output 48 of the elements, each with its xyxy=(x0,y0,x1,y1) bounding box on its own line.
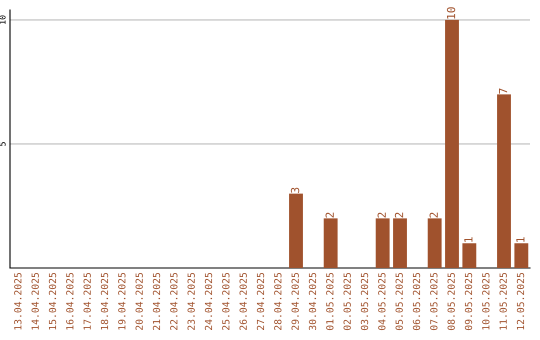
x-tick-label: 23.04.2025 xyxy=(187,272,195,330)
data-label: 2 xyxy=(430,212,438,218)
x-tick-label: 16.04.2025 xyxy=(66,272,74,330)
x-tick-label: 03.05.2025 xyxy=(360,272,368,330)
bar xyxy=(376,218,390,268)
x-tick-label: 28.04.2025 xyxy=(274,272,282,330)
data-label: 2 xyxy=(378,212,386,218)
x-tick-label: 05.05.2025 xyxy=(395,272,403,330)
x-tick-label: 19.04.2025 xyxy=(118,272,126,330)
x-tick-label: 09.05.2025 xyxy=(464,272,472,330)
x-tick-label: 18.04.2025 xyxy=(100,272,108,330)
x-tick-label: 07.05.2025 xyxy=(430,272,438,330)
bar xyxy=(497,94,511,268)
data-label: 7 xyxy=(498,88,508,94)
bar xyxy=(462,243,476,268)
x-tick-label: 22.04.2025 xyxy=(170,272,178,330)
x-tick-label: 14.04.2025 xyxy=(31,272,39,330)
x-tick-label: 15.04.2025 xyxy=(48,272,56,330)
x-tick-label: 01.05.2025 xyxy=(326,272,334,330)
x-tick-label: 10.05.2025 xyxy=(482,272,490,330)
bar xyxy=(428,218,442,268)
x-tick-label: 25.04.2025 xyxy=(222,272,230,330)
data-label: 3 xyxy=(290,188,300,193)
x-tick-label: 26.04.2025 xyxy=(239,272,247,330)
x-tick-label: 04.05.2025 xyxy=(378,272,386,330)
x-tick-label: 02.05.2025 xyxy=(343,272,351,330)
bar xyxy=(289,194,303,268)
data-label: 10 xyxy=(446,7,456,19)
x-tick-label: 21.04.2025 xyxy=(152,272,160,330)
x-tick-label: 13.04.2025 xyxy=(14,272,22,330)
data-label: 2 xyxy=(394,212,404,218)
bar xyxy=(514,243,528,268)
data-label: 1 xyxy=(464,237,472,242)
x-tick-label: 29.04.2025 xyxy=(291,272,299,330)
x-tick-label: 20.04.2025 xyxy=(135,272,143,330)
x-tick-label: 06.05.2025 xyxy=(412,272,420,330)
x-tick-label: 27.04.2025 xyxy=(256,272,264,330)
x-tick-label: 17.04.2025 xyxy=(83,272,91,330)
x-tick-label: 11.05.2025 xyxy=(499,272,507,330)
x-tick-label: 12.05.2025 xyxy=(516,272,524,330)
bar xyxy=(324,218,338,268)
x-tick-label: 24.04.2025 xyxy=(204,272,212,330)
data-label: 1 xyxy=(516,237,524,242)
bar xyxy=(445,20,459,268)
bar xyxy=(393,218,407,268)
x-tick-label: 08.05.2025 xyxy=(447,272,455,330)
x-tick-label: 30.04.2025 xyxy=(308,272,316,330)
data-label: 2 xyxy=(326,212,334,218)
